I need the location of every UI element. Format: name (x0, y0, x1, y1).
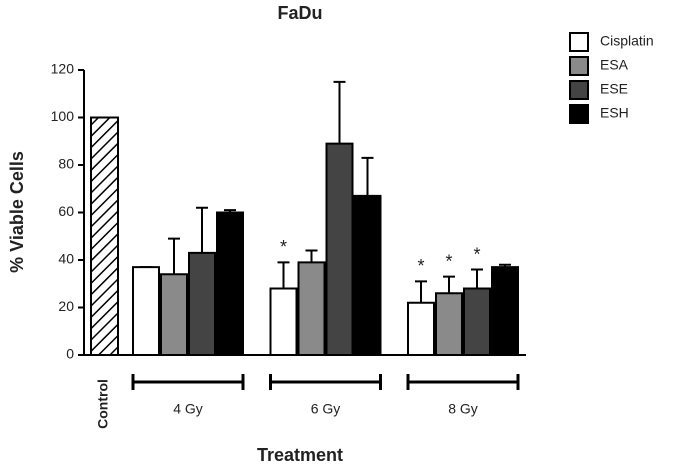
bar (90, 116, 119, 356)
legend-label: ESE (600, 81, 628, 97)
bar (407, 301, 435, 356)
y-tick-label: 80 (58, 156, 74, 172)
legend-swatch (569, 104, 589, 124)
legend-swatch (569, 80, 589, 100)
legend-swatch (569, 32, 589, 52)
bar (188, 251, 216, 356)
bar (269, 287, 298, 356)
bar (160, 273, 188, 356)
significance-marker: * (417, 256, 424, 276)
bar (353, 194, 382, 356)
y-tick-label: 60 (58, 203, 74, 219)
bar (491, 266, 519, 356)
y-tick-label: 100 (51, 108, 75, 124)
legend-label: ESA (600, 57, 629, 73)
error-bar (361, 156, 374, 196)
error-bar (305, 249, 318, 263)
control-label: Control (95, 379, 111, 429)
error-bar (277, 261, 290, 289)
x-axis-label: Treatment (257, 445, 343, 465)
y-tick-label: 20 (58, 298, 74, 314)
significance-marker: * (473, 244, 480, 264)
error-bar (333, 80, 346, 144)
bar (297, 261, 326, 356)
bar (463, 287, 491, 356)
y-tick-label: 0 (66, 346, 74, 362)
error-bar (471, 268, 483, 289)
error-bar (443, 275, 455, 294)
y-tick-label: 40 (58, 251, 74, 267)
x-tick-label: 6 Gy (311, 401, 341, 417)
bar (435, 292, 463, 356)
x-tick-label: 8 Gy (448, 401, 478, 417)
bar (216, 211, 244, 356)
error-bar (415, 280, 427, 303)
significance-marker: * (280, 237, 287, 257)
legend-label: ESH (600, 105, 629, 121)
chart-title: FaDu (278, 3, 323, 23)
error-bar (196, 206, 208, 253)
x-tick-label: 4 Gy (173, 401, 203, 417)
y-axis-label: % Viable Cells (7, 151, 27, 273)
legend-swatch (569, 56, 589, 76)
significance-marker: * (445, 251, 452, 271)
y-tick-label: 120 (51, 61, 75, 77)
error-bar (168, 237, 180, 275)
bar (132, 266, 160, 356)
bar (325, 142, 354, 356)
legend-label: Cisplatin (600, 33, 654, 49)
